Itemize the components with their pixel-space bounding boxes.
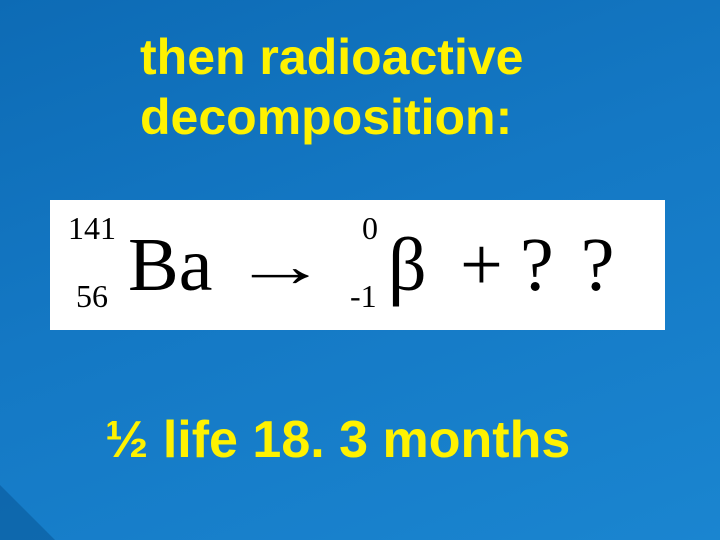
heading-line-1: then radioactive: [140, 28, 523, 86]
plus-sign: +: [460, 222, 503, 309]
beta-symbol: β: [388, 222, 427, 309]
reaction-arrow: →: [232, 232, 328, 301]
reactant-atomic-number: 56: [76, 278, 108, 315]
heading-line-2: decomposition:: [140, 88, 512, 146]
unknown-product: ? ?: [520, 222, 618, 309]
equation: 141 56 Ba → 0 -1 β + ? ?: [50, 200, 665, 330]
half-life-text: ½ life 18. 3 months: [105, 410, 570, 470]
reactant-mass-number: 141: [68, 210, 116, 247]
equation-box: 141 56 Ba → 0 -1 β + ? ?: [50, 200, 665, 330]
beta-atomic-number: -1: [350, 278, 377, 315]
corner-accent: [0, 485, 55, 540]
reactant-symbol: Ba: [128, 222, 212, 309]
beta-mass-number: 0: [362, 210, 378, 247]
